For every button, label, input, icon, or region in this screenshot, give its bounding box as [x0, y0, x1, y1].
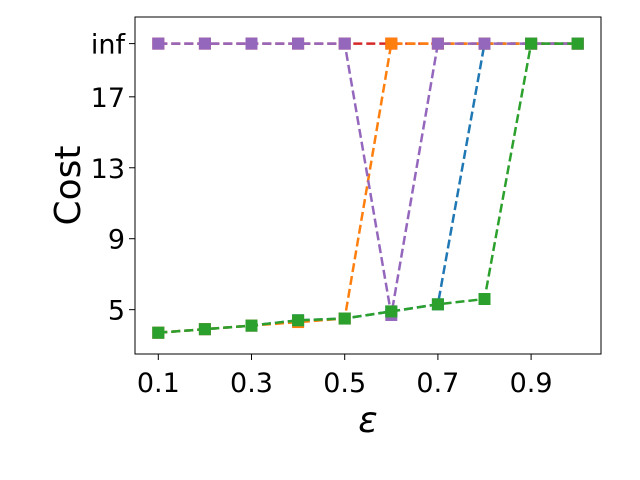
x-tick-label: 0.7: [416, 368, 459, 399]
plot-frame: [134, 16, 602, 355]
series-line: [158, 42, 578, 316]
data-point: [198, 323, 211, 336]
y-tick-label: 9: [108, 225, 125, 256]
data-point: [525, 37, 538, 50]
y-axis: 5 9 13 17 inf: [91, 30, 135, 327]
data-point: [338, 37, 351, 50]
x-axis-label: ε: [358, 400, 377, 441]
data-point: [571, 37, 584, 50]
data-point: [431, 298, 444, 311]
x-tick-label: 0.3: [230, 368, 273, 399]
x-tick-label: 0.5: [323, 368, 366, 399]
series-line: [158, 42, 578, 334]
data-point: [292, 37, 305, 50]
series-line: [158, 42, 578, 334]
series-4: [152, 37, 584, 339]
data-point: [338, 312, 351, 325]
y-tick-label: 5: [108, 296, 125, 327]
data-point: [245, 37, 258, 50]
data-point: [478, 293, 491, 306]
data-point: [385, 37, 398, 50]
y-axis-label: Cost: [48, 145, 89, 225]
y-tick-label: 17: [91, 83, 125, 114]
x-tick-label: 0.1: [137, 368, 180, 399]
x-axis: 0.1 0.3 0.5 0.7 0.9: [137, 354, 553, 399]
data-point: [245, 319, 258, 332]
series-2: [152, 37, 584, 339]
y-tick-label: inf: [91, 30, 127, 61]
data-point: [152, 37, 165, 50]
y-tick-label: 13: [91, 154, 125, 185]
data-point: [198, 37, 211, 50]
data-point: [385, 305, 398, 318]
x-tick-label: 0.9: [510, 368, 553, 399]
data-point: [478, 37, 491, 50]
data-point: [431, 37, 444, 50]
series-layer: [152, 37, 584, 339]
data-point: [152, 326, 165, 339]
data-point: [292, 314, 305, 327]
